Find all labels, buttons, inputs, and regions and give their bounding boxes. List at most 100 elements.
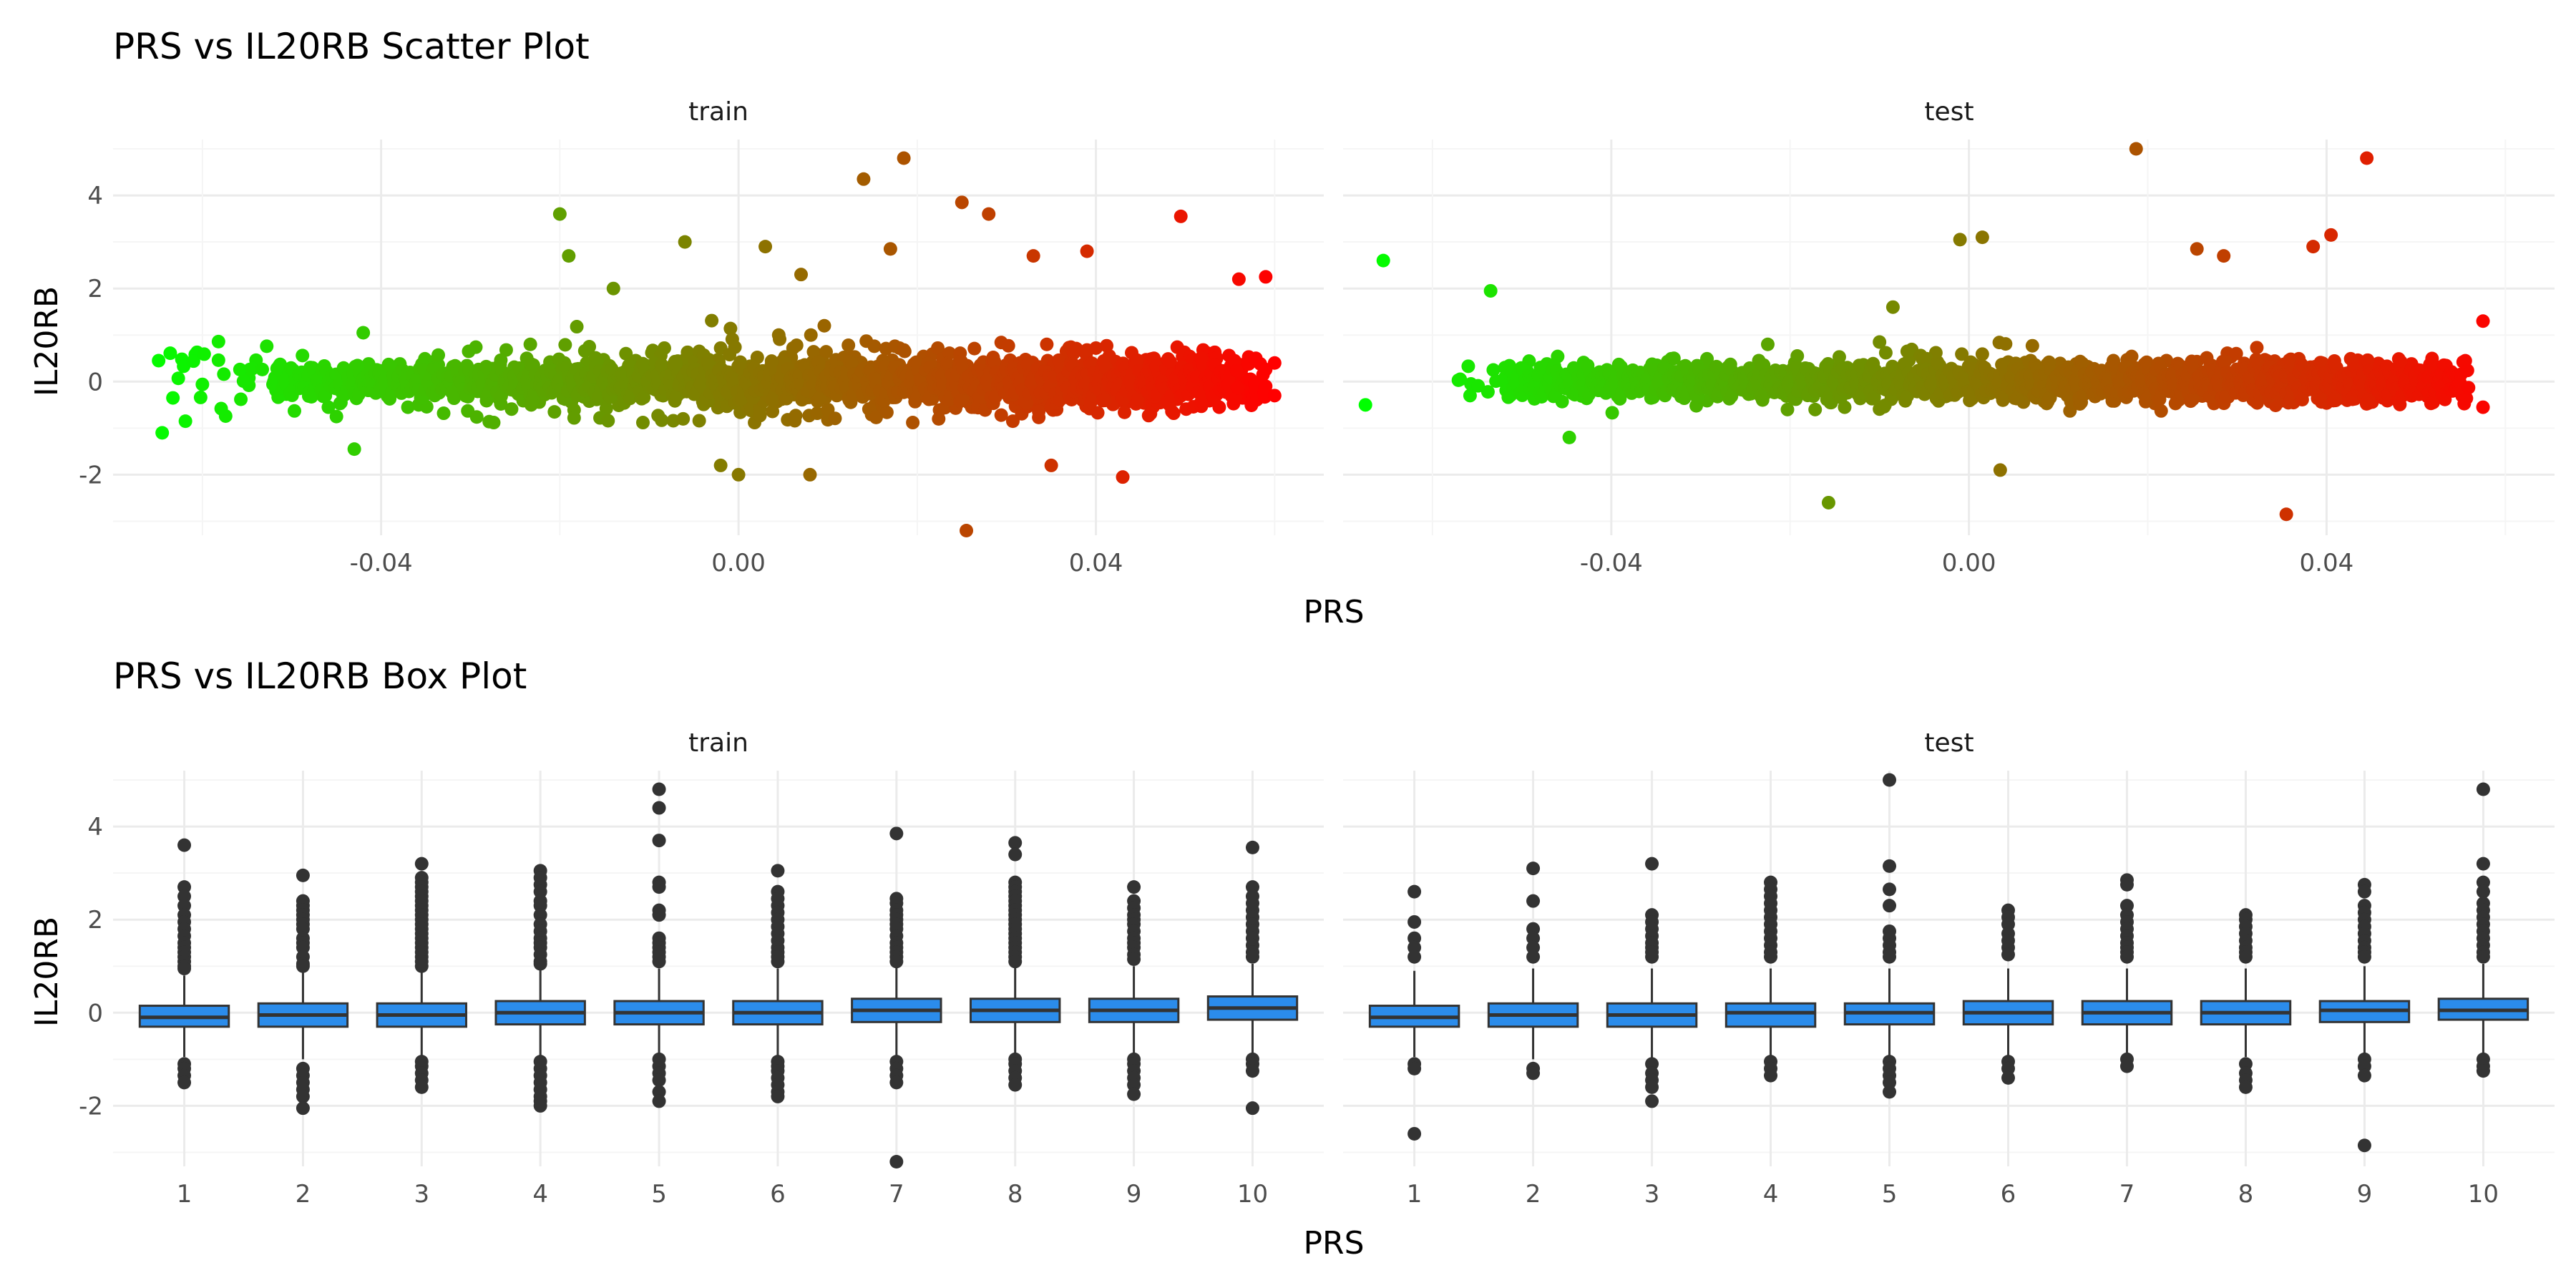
scatter-train-point xyxy=(523,337,537,351)
scatter-train-point xyxy=(794,268,809,282)
box-train-x-tick-label: 8 xyxy=(1008,1180,1023,1209)
box-test-outlier xyxy=(2001,1061,2015,1075)
scatter-train-point xyxy=(504,402,519,416)
box-train-x-tick-label: 7 xyxy=(889,1180,904,1209)
box-train-box-2 xyxy=(257,868,349,1116)
scatter-train-y-tick-label: 4 xyxy=(87,182,103,210)
box-test-box-9 xyxy=(2318,877,2411,1153)
box-train-box-10 xyxy=(1206,840,1299,1116)
scatter-test-point xyxy=(1975,347,1989,361)
box-train-outlier xyxy=(889,955,904,969)
box-train-outlier xyxy=(1008,847,1023,862)
scatter-train-point xyxy=(1118,405,1132,419)
scatter-train-x-tick-label: 0.00 xyxy=(711,549,766,577)
scatter-test-point xyxy=(1873,335,1887,349)
scatter-train-point xyxy=(211,353,225,367)
scatter-train-point xyxy=(245,361,260,376)
scatter-train-point xyxy=(1032,404,1046,419)
box-train-outlier xyxy=(889,1154,904,1169)
box-test-outlier xyxy=(1407,914,1422,929)
scatter-train-point xyxy=(469,410,484,424)
scatter-train-point xyxy=(1130,353,1144,367)
scatter-train-point xyxy=(1100,338,1114,353)
scatter-train-point xyxy=(1231,381,1245,395)
box-test-outlier xyxy=(1645,1080,1659,1094)
scatter-test-point xyxy=(1376,253,1390,268)
box-test-outlier xyxy=(1883,899,1897,913)
scatter-train-point xyxy=(713,458,728,472)
box-test-outlier xyxy=(1645,1094,1659,1108)
scatter-train-point xyxy=(1026,249,1040,263)
box-test-outlier xyxy=(1407,950,1422,964)
scatter-train-point xyxy=(214,401,228,416)
scatter-train-point xyxy=(1005,414,1020,429)
box-test-x-tick-label: 8 xyxy=(2238,1180,2254,1209)
scatter-train-point xyxy=(236,374,250,389)
scatter-test-point xyxy=(1821,495,1835,509)
box-test-outlier xyxy=(1526,1066,1541,1080)
scatter-test-point xyxy=(1486,363,1501,377)
box-train-x-tick-label: 6 xyxy=(770,1180,786,1209)
box-train-outlier xyxy=(652,801,666,815)
scatter-train-point xyxy=(1259,270,1273,284)
box-train-outlier xyxy=(533,899,547,913)
scatter-train-point xyxy=(789,338,804,353)
box-test-box-8 xyxy=(2200,908,2292,1094)
box-test-outlier xyxy=(1526,922,1541,936)
box-train-box-3 xyxy=(376,857,468,1094)
box-train-outlier xyxy=(296,959,310,973)
scatter-train-point xyxy=(178,414,192,429)
box-train-box-6 xyxy=(732,864,824,1103)
scatter-test-point xyxy=(2394,355,2408,369)
scatter-train-y-tick-label: -2 xyxy=(79,461,103,489)
box-train-outlier xyxy=(533,884,547,899)
box-test-outlier xyxy=(1645,1057,1659,1071)
box-train-outlier xyxy=(652,782,666,796)
scatter-test-point xyxy=(2306,240,2321,254)
scatter-train-point xyxy=(692,414,706,428)
scatter-test-point xyxy=(2217,249,2231,263)
scatter-train-point xyxy=(1267,389,1282,403)
box-test-box-5 xyxy=(1843,773,1936,1099)
box-train-outlier xyxy=(414,959,429,973)
box-train-outlier xyxy=(1127,952,1141,966)
box-test-box-body xyxy=(1724,1002,1817,1028)
scatter-train-point xyxy=(217,367,231,381)
scatter-train-point xyxy=(562,249,576,263)
scatter-train-point xyxy=(499,343,513,357)
scatter-train-point xyxy=(601,414,615,428)
box-train-outlier xyxy=(1127,880,1141,894)
scatter-test-point xyxy=(2476,314,2490,328)
box-test-outlier xyxy=(2119,899,2134,913)
box-train-outlier xyxy=(652,908,666,922)
box-train-outlier xyxy=(771,864,785,878)
box-train-outlier xyxy=(1245,1101,1259,1116)
scatter-train-point xyxy=(817,318,831,333)
scatter-train-point xyxy=(857,172,871,186)
scatter-train-point xyxy=(233,362,247,376)
scatter-train-point xyxy=(197,347,211,361)
box-x-axis-label: PRS xyxy=(1303,1225,1364,1262)
scatter-y-axis-label: IL20RB xyxy=(29,286,65,396)
scatter-test-point xyxy=(2043,391,2057,405)
scatter-test-x-tick-label: 0.00 xyxy=(1942,549,1996,577)
scatter-test-point xyxy=(2185,392,2200,406)
scatter-train-point xyxy=(931,341,945,355)
scatter-test-point xyxy=(2426,395,2440,409)
box-train-outlier xyxy=(1008,836,1023,850)
scatter-test-point xyxy=(1461,359,1475,374)
scatter-test-point xyxy=(2229,346,2243,361)
scatter-train-point xyxy=(462,344,476,358)
box-train-outlier xyxy=(177,889,192,904)
box-test-outlier xyxy=(2119,1059,2134,1073)
box-test-outlier xyxy=(1883,950,1897,964)
box-train-outlier xyxy=(296,868,310,882)
scatter-test-point xyxy=(1955,347,1969,361)
box-train-outlier xyxy=(177,880,192,894)
box-train-outlier xyxy=(1127,1087,1141,1101)
box-train-x-tick-label: 3 xyxy=(414,1180,429,1209)
scatter-train-point xyxy=(1229,391,1243,406)
box-test-x-tick-label: 4 xyxy=(1763,1180,1779,1209)
scatter-train-point xyxy=(186,354,200,369)
box-test-outlier xyxy=(1407,884,1422,899)
